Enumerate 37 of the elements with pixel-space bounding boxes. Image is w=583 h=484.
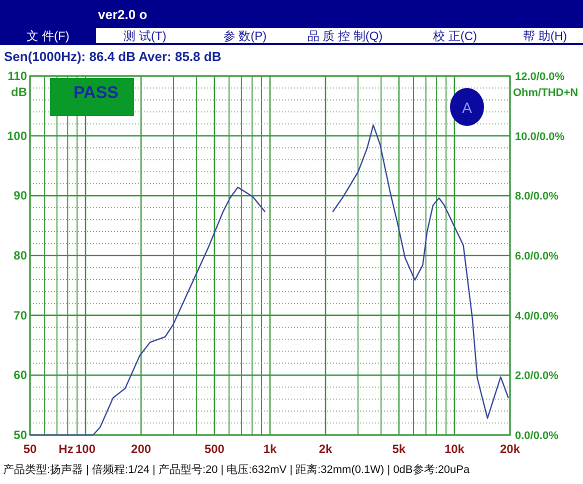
chart-title: ver2.0 o bbox=[98, 7, 148, 22]
x-tick-label: 5k bbox=[392, 442, 406, 456]
x-tick-label: 200 bbox=[131, 442, 152, 456]
x-tick-label: 20k bbox=[500, 442, 520, 456]
x-tick-label: 50 bbox=[23, 442, 37, 456]
x-tick-label: 500 bbox=[204, 442, 225, 456]
x-tick-label: 100 bbox=[76, 442, 96, 456]
y-tick-label: 100 bbox=[6, 128, 28, 143]
y-tick-label: 50 bbox=[14, 428, 28, 442]
text: 测 试(T) bbox=[124, 29, 166, 43]
y-tick-label: 80 bbox=[14, 248, 28, 262]
text: 4.0/0.0% bbox=[515, 310, 559, 322]
text: 6.0/0.0% bbox=[515, 250, 559, 262]
y-tick-label: 110 bbox=[8, 69, 28, 83]
text: 12.0/0.0% bbox=[515, 71, 565, 83]
text: 8.0/0.0% bbox=[515, 190, 559, 203]
x-tick-label: 1k bbox=[263, 442, 277, 456]
chart-subtitle: Sen(1000Hz): 86.4 dB Aver: 85.8 dB bbox=[4, 49, 222, 64]
y-axis-title: dB bbox=[11, 85, 28, 99]
text: 文 件(F) bbox=[26, 29, 70, 43]
x-tick-label: 10k bbox=[444, 442, 465, 456]
text: 产品类型:扬声器 | 倍频程:1/24 | 产品型号:20 | 电压:632mV | 距离:32mm(0.1W) | 0dB参考:20uPa bbox=[3, 463, 471, 476]
text: 参 数(P) bbox=[223, 29, 267, 43]
text: 帮 助(H) bbox=[523, 29, 567, 43]
text: 0.0/0.0% bbox=[515, 430, 559, 442]
text: 校 正(C) bbox=[432, 29, 477, 43]
y-tick-label: 60 bbox=[14, 368, 28, 382]
y-tick-label: 90 bbox=[14, 188, 28, 203]
annotation: PASS bbox=[73, 83, 119, 102]
x-tick-label: 2k bbox=[318, 442, 333, 456]
y2-axis-title: Ohm/THD+N bbox=[513, 87, 578, 99]
text: 2.0/0.0% bbox=[515, 370, 559, 382]
text: 10.0/0.0% bbox=[515, 130, 565, 143]
x-axis-title: Hz bbox=[58, 442, 74, 456]
annotation: A bbox=[462, 100, 472, 117]
y-tick-label: 70 bbox=[14, 308, 28, 322]
text: 品 质 控 制(Q) bbox=[307, 29, 383, 43]
